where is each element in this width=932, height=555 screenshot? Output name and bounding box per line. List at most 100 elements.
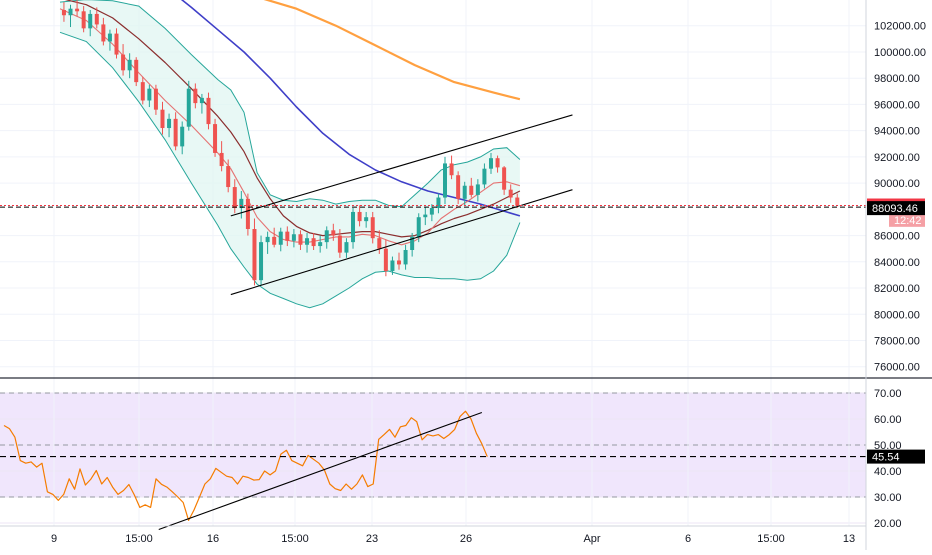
candle-body (173, 118, 178, 147)
candle-body (226, 166, 231, 188)
candle (213, 118, 218, 157)
candle (429, 204, 434, 222)
candle-body (107, 33, 112, 42)
candle (488, 152, 493, 174)
time-tick-label: 15:00 (281, 533, 309, 545)
candle-body (436, 197, 441, 209)
candle-body (311, 238, 316, 247)
candle-body (121, 54, 126, 71)
candle-body (443, 163, 448, 198)
candle (390, 256, 395, 275)
candle (199, 93, 204, 114)
time-tick-label: 6 (685, 533, 691, 545)
candle (173, 112, 178, 151)
price-tick-label: 84000.00 (874, 257, 920, 269)
candle-body (153, 88, 158, 110)
candle-body (397, 260, 402, 265)
candle (147, 84, 152, 108)
candle (101, 17, 106, 46)
time-tick-label: 23 (366, 533, 378, 545)
time-tick-label: 15:00 (757, 533, 785, 545)
channel-upper-trendline (230, 114, 573, 217)
candle (107, 29, 112, 51)
candle-body (252, 229, 257, 281)
candle (88, 9, 93, 37)
price-tick-label: 76000.00 (874, 362, 920, 374)
countdown-badge-background (889, 212, 925, 227)
candle-body (383, 248, 388, 271)
price-tick-label: 80000.00 (874, 309, 920, 321)
candle-body (488, 158, 493, 169)
price-tick-label: 86000.00 (874, 231, 920, 243)
candle-body (186, 88, 191, 127)
bollinger-fill (60, 0, 520, 308)
candle (423, 206, 428, 226)
bollinger-lower-line (59, 31, 521, 309)
candle (397, 252, 402, 270)
candle (403, 244, 408, 270)
candle-body (88, 13, 93, 29)
candle-body (377, 238, 382, 249)
candle-body (114, 33, 119, 55)
candle (219, 141, 224, 172)
candle (153, 84, 158, 115)
rsi-band (0, 392, 866, 524)
candle-body (81, 11, 86, 29)
rsi-line (3, 410, 488, 522)
candle-body (429, 208, 434, 215)
marked-price-badge-background (867, 201, 925, 216)
candle (469, 177, 474, 198)
candle-body (456, 175, 461, 199)
candle-body (134, 59, 139, 83)
price-tick-label: 98000.00 (874, 73, 920, 85)
candle (410, 232, 415, 257)
candle-body (370, 217, 375, 239)
candle (357, 205, 362, 227)
time-tick-label: 16 (207, 533, 219, 545)
candle (180, 121, 185, 155)
candle-body (337, 235, 342, 253)
candle (259, 235, 264, 286)
candle-body (278, 231, 283, 245)
candle-body (423, 214, 428, 218)
price-tick-label: 90000.00 (874, 178, 920, 190)
time-tick-label: 13 (843, 533, 855, 545)
candle (94, 7, 99, 29)
candle-body (416, 217, 421, 237)
candle-body (272, 236, 277, 245)
candle-body (324, 230, 329, 243)
bollinger-upper-line (59, 0, 521, 208)
candle-body (160, 109, 165, 129)
time-tick-label: 15:00 (125, 533, 153, 545)
candle (61, 2, 66, 22)
candle (331, 223, 336, 241)
ma-mid-line (64, 0, 521, 238)
candle (160, 101, 165, 135)
candle-body (94, 13, 99, 25)
candle (68, 4, 73, 28)
candle-body (331, 230, 336, 236)
candle-body (285, 231, 290, 241)
time-tick-label: 26 (460, 533, 472, 545)
candle (495, 155, 500, 173)
candle-body (357, 211, 362, 222)
candle (226, 159, 231, 193)
candle (344, 238, 349, 258)
candle-body (61, 9, 66, 16)
candle (351, 208, 356, 249)
rsi-tick-label: 20.00 (874, 518, 902, 530)
candle (127, 53, 132, 79)
candle (186, 80, 191, 131)
candle-body (351, 211, 356, 243)
candle (305, 232, 310, 253)
candle (475, 179, 480, 202)
candle (291, 229, 296, 248)
rsi-tick-label: 70.00 (874, 388, 902, 400)
countdown-badge-text: 12:42 (894, 215, 922, 227)
rsi-level-badge-background (867, 449, 925, 464)
candle-body (75, 8, 80, 12)
candle-body (364, 217, 369, 222)
candle (337, 229, 342, 258)
candle-body (193, 88, 198, 104)
